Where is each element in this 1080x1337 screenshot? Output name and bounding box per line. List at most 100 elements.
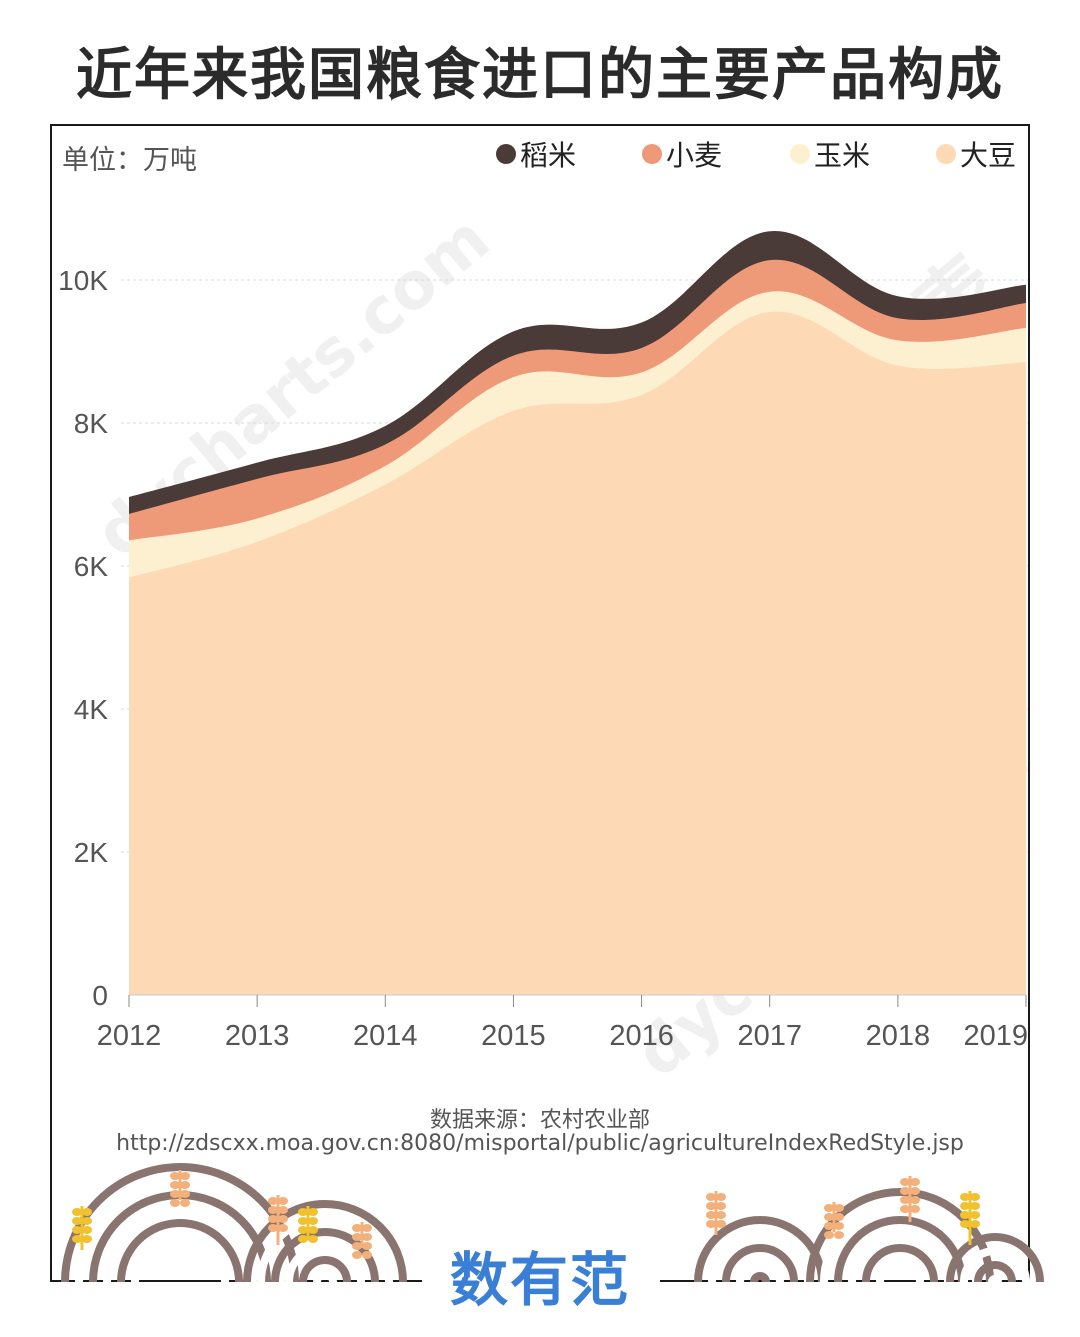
legend-label-soybean: 大豆	[960, 139, 1017, 172]
wheat-grain	[824, 1213, 834, 1221]
wheat-grain	[824, 1204, 834, 1212]
wheat-grain	[180, 1172, 190, 1180]
hill-arc	[313, 1270, 337, 1283]
wheat-grain	[268, 1215, 278, 1223]
wheat-grain	[900, 1196, 910, 1204]
hill-arc	[974, 1261, 1016, 1283]
frame-bottom-right	[660, 1280, 1030, 1282]
wheat-grain	[362, 1224, 372, 1232]
wheat-grain	[910, 1187, 920, 1195]
unit-label: 单位：万吨	[62, 145, 197, 176]
legend-item-soybean: 大豆	[936, 136, 1016, 172]
wheat-grain	[716, 1220, 726, 1228]
brand-logo: 数有范	[449, 1246, 630, 1314]
wheat-grain	[72, 1208, 82, 1216]
wheat-grain	[824, 1222, 834, 1230]
wheat-grain	[278, 1197, 288, 1205]
wheat-grain	[180, 1181, 190, 1189]
chart-frame	[50, 124, 1030, 1282]
area-layer	[129, 231, 1026, 996]
wheat-grain	[278, 1215, 288, 1223]
hill-arc	[285, 1242, 365, 1283]
wheat-grain	[910, 1205, 920, 1213]
y-tick-label: 4K	[74, 694, 109, 725]
wheat-grain	[82, 1208, 92, 1216]
source-line-1: 数据来源：农村农业部	[429, 1108, 650, 1133]
y-tick-label: 2K	[74, 837, 109, 868]
hill-arc	[117, 1219, 243, 1283]
wheat-grain	[716, 1202, 726, 1210]
hill-arc	[271, 1228, 379, 1283]
y-tick-label: 10K	[58, 265, 108, 296]
wheat-grain	[716, 1193, 726, 1201]
wheat-grain	[970, 1202, 980, 1210]
wheat-grain	[268, 1224, 278, 1232]
wheat-grain	[180, 1190, 190, 1198]
wheat-grain	[900, 1178, 910, 1186]
wheat-grain	[180, 1199, 190, 1207]
wheat-grain	[960, 1220, 970, 1228]
wheat-grain	[308, 1235, 318, 1243]
legend-item-wheat: 小麦	[642, 136, 722, 172]
wheat-grain	[82, 1226, 92, 1234]
wheat-grain	[352, 1242, 362, 1250]
legend-swatch-wheat	[642, 144, 662, 164]
wheat-grain	[834, 1231, 844, 1239]
hill-arc	[708, 1230, 812, 1283]
legend-swatch-corn	[790, 144, 810, 164]
wheat-grain	[352, 1251, 362, 1259]
hill-arc	[848, 1230, 952, 1283]
x-tick-label: 2016	[609, 1020, 674, 1052]
wheat-grain	[72, 1226, 82, 1234]
wheat-grain	[362, 1233, 372, 1241]
legend-swatch-rice	[496, 144, 516, 164]
wheat-grain	[268, 1206, 278, 1214]
wheat-grain	[706, 1193, 716, 1201]
wheat-grain	[834, 1204, 844, 1212]
legend-swatch-soybean	[936, 144, 956, 164]
wheat-grain	[970, 1211, 980, 1219]
x-tick-label: 2012	[97, 1020, 162, 1052]
hill-arc	[722, 1244, 798, 1283]
y-tick-label: 8K	[74, 408, 109, 439]
footer-decoration	[61, 1163, 1044, 1284]
x-tick-label: 2018	[866, 1020, 931, 1052]
chart-title: 近年来我国粮食进口的主要产品构成	[76, 43, 1004, 108]
hill-arc	[131, 1233, 229, 1283]
y-tick-label: 6K	[74, 551, 109, 582]
wheat-grain	[170, 1199, 180, 1207]
legend-label-corn: 玉米	[814, 139, 871, 172]
wheat-grain	[72, 1235, 82, 1243]
x-tick-label: 2014	[353, 1020, 418, 1052]
hill-arc	[862, 1244, 938, 1283]
hill-arc	[299, 1256, 351, 1283]
wheat-grain	[834, 1222, 844, 1230]
wheat-grain	[72, 1217, 82, 1225]
x-tick-label: 2017	[737, 1020, 802, 1052]
hill-arc	[876, 1258, 924, 1283]
wheat-grain	[170, 1172, 180, 1180]
wheat-grain	[970, 1220, 980, 1228]
wheat-grain	[352, 1224, 362, 1232]
wheat-grain	[960, 1211, 970, 1219]
wheat-grain	[308, 1208, 318, 1216]
hill-arc	[946, 1233, 1044, 1283]
wheat-grain	[706, 1202, 716, 1210]
wheat-grain	[900, 1187, 910, 1195]
legend-item-rice: 稻米	[496, 136, 576, 172]
wheat-grain	[268, 1197, 278, 1205]
wheat-grain	[278, 1224, 288, 1232]
wheat-grain	[706, 1211, 716, 1219]
wheat-grain	[82, 1217, 92, 1225]
hill-arc	[988, 1275, 1002, 1284]
wheat-grain	[834, 1213, 844, 1221]
hill-arc	[103, 1205, 257, 1283]
wheat-grain	[170, 1190, 180, 1198]
wheat-grain	[170, 1181, 180, 1189]
axis-layer: 0 2K 4K 6K 8K 10K 2012 2013 2014 2015 2016 2017 2018…	[58, 265, 1028, 1052]
hill-arc	[736, 1258, 784, 1283]
wheat-grain	[298, 1235, 308, 1243]
area-series-大豆	[129, 311, 1026, 995]
wheat-grain	[308, 1217, 318, 1225]
wheat-grain	[82, 1235, 92, 1243]
